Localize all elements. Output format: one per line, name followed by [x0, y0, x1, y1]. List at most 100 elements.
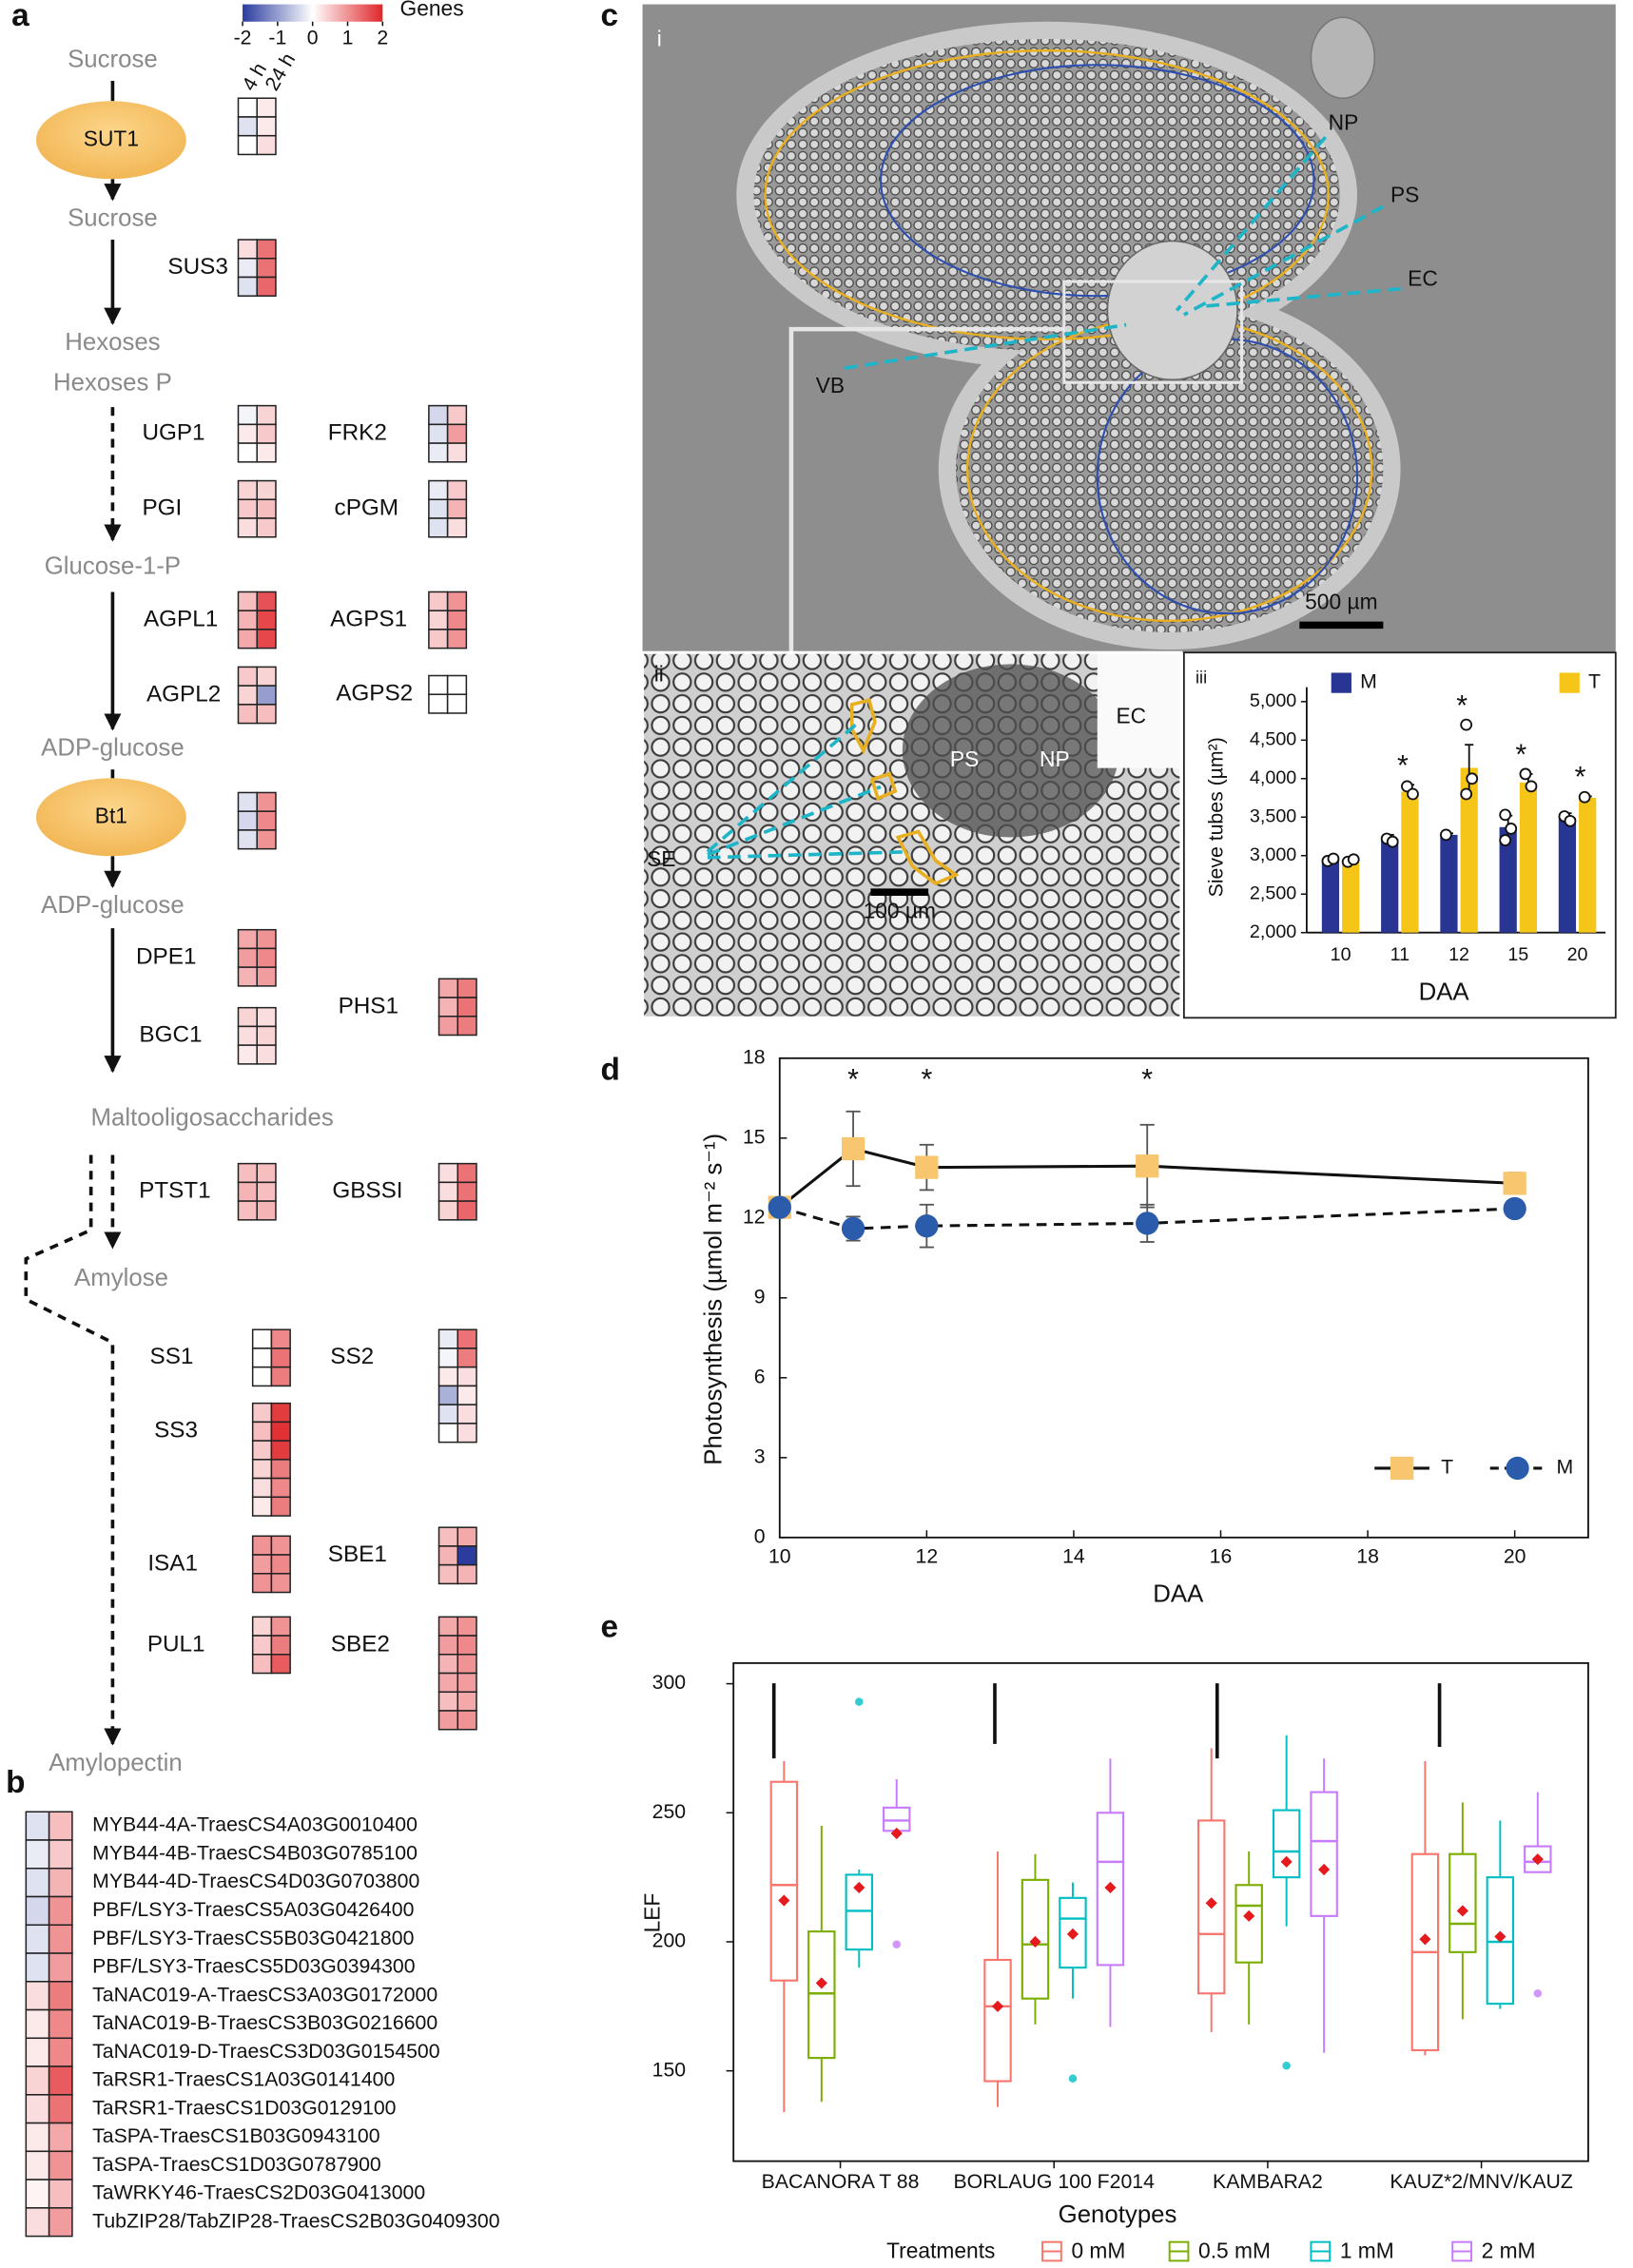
heatmap-cell [48, 1811, 73, 1841]
heatmap-cell [256, 629, 277, 649]
heatmap-cell [237, 97, 258, 118]
heatmap-cell [251, 1366, 273, 1387]
gene-label: AGPL1 [144, 606, 218, 631]
mean [1318, 1863, 1331, 1876]
heatmap-cell [446, 404, 468, 426]
y-tick-label: 6 [754, 1365, 766, 1387]
row-label: PBF/LSY3-TraesCS5D03G0394300 [92, 1955, 415, 1978]
heatmap-cell [48, 2207, 73, 2238]
metabolite: Amylose [74, 1265, 168, 1291]
heatmap-cell [457, 1691, 477, 1712]
heatmap-cell [256, 97, 277, 118]
heatmap-cell [48, 1952, 73, 1983]
y-tick-label: 5,000 [1250, 690, 1296, 711]
heatmap-cell [256, 442, 277, 463]
heatmap-cell [457, 1181, 477, 1202]
x-tick-label: KAUZ*2/MNV/KAUZ [1390, 2170, 1572, 2193]
heatmap-cell [237, 404, 258, 426]
legend-swatch [1559, 672, 1580, 693]
heatmap-cell [25, 2207, 50, 2238]
heatmap-cell [237, 666, 258, 687]
box [1234, 1884, 1263, 1964]
row-label: TaSPA-TraesCS1D03G0787900 [92, 2153, 381, 2176]
heatmap-cell [457, 1347, 477, 1368]
x-tick-label: KAMBARA2 [1213, 2170, 1323, 2193]
box [883, 1806, 911, 1832]
y-tick-label: 9 [754, 1285, 766, 1308]
outline [764, 48, 1330, 340]
row-label: TaNAC019-A-TraesCS3A03G0172000 [92, 1983, 437, 2006]
heatmap-cell [270, 1554, 291, 1575]
heatmap-cell [237, 610, 258, 630]
row-label: MYB44-4B-TraesCS4B03G0785100 [92, 1842, 418, 1865]
panel-label: c [601, 0, 619, 33]
metabolite: Hexoses [65, 329, 160, 356]
heatmap-cell [457, 1672, 477, 1694]
box [1448, 1852, 1477, 1953]
heatmap-cell [457, 1385, 477, 1405]
significance: * [1141, 1064, 1153, 1095]
heatmap-cell [48, 2179, 73, 2209]
legend-label: M [1557, 1456, 1574, 1479]
gene-label: ISA1 [147, 1550, 198, 1576]
mean [1419, 1933, 1431, 1946]
heatmap-cell [457, 1162, 477, 1184]
significance: * [847, 1064, 859, 1095]
transporter [35, 101, 186, 180]
pointer [1182, 204, 1385, 317]
heatmap-cell [48, 2122, 73, 2153]
heatmap-cell [437, 1162, 459, 1184]
panel-label: e [601, 1609, 619, 1644]
heatmap-cell [48, 1868, 73, 1898]
row-label: MYB44-4A-TraesCS4A03G0010400 [92, 1813, 418, 1836]
outlier [1282, 2061, 1291, 2070]
mean [1280, 1855, 1293, 1868]
gene-label: SS2 [330, 1344, 374, 1369]
gene-label: UGP1 [142, 420, 204, 446]
legend-marker [1390, 1456, 1414, 1481]
outlier [855, 1697, 864, 1706]
outlier [892, 1940, 902, 1948]
heatmap-cell [457, 1328, 477, 1349]
inset-box [1062, 280, 1244, 384]
heatmap-cell [237, 966, 258, 987]
row-label: TaRSR1-TraesCS1A03G0141400 [92, 2068, 395, 2091]
pointer [706, 720, 861, 854]
heatmap-cell [251, 1573, 273, 1594]
heatmap-cell [251, 1328, 273, 1349]
heatmap-cell [237, 498, 258, 519]
gene-label: SS1 [150, 1344, 194, 1369]
mean [853, 1881, 865, 1894]
heatmap-cell [437, 1200, 459, 1221]
heatmap-cell [437, 1526, 459, 1547]
heatmap-cell [251, 1347, 273, 1368]
heatmap-cell [48, 1895, 73, 1927]
arrow [24, 1154, 122, 1746]
marker-bars [771, 1683, 1442, 1759]
heatmap-cell [437, 1545, 459, 1566]
x-axis-label: Genotypes [1059, 2201, 1177, 2228]
legend-label: 0 mM [1071, 2238, 1125, 2262]
heatmap-cell [25, 2150, 50, 2181]
scale-label: 500 µm [1305, 590, 1377, 614]
data-point [1519, 767, 1532, 781]
data-point [1407, 787, 1419, 801]
data-point [768, 1195, 791, 1219]
data-point [1386, 835, 1399, 848]
bar [1381, 838, 1399, 933]
row-label: MYB44-4D-TraesCS4D03G0703800 [92, 1870, 419, 1892]
heatmap-cell [237, 517, 258, 538]
image-label: i [657, 27, 662, 51]
heatmap-cell [428, 629, 449, 649]
heatmap-cell [25, 2122, 50, 2153]
heatmap-cell [237, 1044, 258, 1065]
x-tick-label: 11 [1390, 944, 1409, 965]
heatmap-cell [437, 1672, 459, 1694]
mean [1456, 1905, 1468, 1917]
y-tick-label: 150 [652, 2058, 686, 2081]
mean [1104, 1881, 1117, 1894]
mean [1066, 1928, 1079, 1940]
heatmap-cell [446, 629, 468, 649]
gene-label: DPE1 [136, 944, 196, 970]
bar [1460, 767, 1478, 933]
